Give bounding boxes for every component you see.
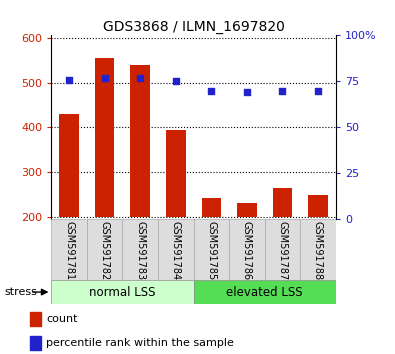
Text: elevated LSS: elevated LSS — [226, 286, 303, 298]
Bar — [300, 219, 336, 280]
Point — [279, 88, 286, 93]
Text: stress: stress — [4, 287, 37, 297]
Bar — [59, 114, 79, 217]
Point — [137, 75, 143, 81]
Text: normal LSS: normal LSS — [89, 286, 156, 298]
Bar — [166, 130, 186, 217]
Bar — [194, 219, 229, 280]
Text: percentile rank within the sample: percentile rank within the sample — [47, 338, 234, 348]
Bar — [130, 64, 150, 217]
Point — [208, 88, 214, 93]
Bar — [95, 58, 115, 217]
Bar — [265, 219, 300, 280]
Point — [315, 88, 321, 93]
Bar — [201, 198, 221, 217]
Point — [102, 75, 108, 81]
Text: GSM591782: GSM591782 — [100, 221, 110, 280]
Text: GSM591786: GSM591786 — [242, 221, 252, 280]
Bar — [122, 219, 158, 280]
Text: count: count — [47, 314, 78, 324]
Text: GSM591784: GSM591784 — [171, 221, 181, 280]
Bar — [273, 188, 292, 217]
Bar — [87, 219, 122, 280]
Text: GSM591787: GSM591787 — [277, 221, 288, 280]
Bar — [51, 280, 194, 304]
Bar — [30, 312, 41, 326]
Bar — [308, 195, 328, 217]
Bar — [51, 219, 87, 280]
Bar — [229, 219, 265, 280]
Bar — [237, 203, 257, 217]
Text: GSM591785: GSM591785 — [206, 221, 216, 280]
Point — [244, 90, 250, 95]
Text: GSM591788: GSM591788 — [313, 221, 323, 280]
Bar — [30, 336, 41, 350]
Point — [173, 79, 179, 84]
Text: GSM591783: GSM591783 — [135, 221, 145, 280]
Bar — [194, 280, 336, 304]
Title: GDS3868 / ILMN_1697820: GDS3868 / ILMN_1697820 — [103, 21, 284, 34]
Point — [66, 77, 72, 82]
Bar — [158, 219, 194, 280]
Text: GSM591781: GSM591781 — [64, 221, 74, 280]
